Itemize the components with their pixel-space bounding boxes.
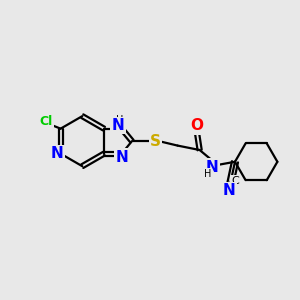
Text: H: H — [116, 116, 124, 125]
Text: N: N — [223, 183, 236, 198]
Text: O: O — [190, 118, 203, 134]
Text: N: N — [115, 150, 128, 165]
Text: N: N — [51, 146, 63, 161]
Text: S: S — [150, 134, 161, 149]
Text: Cl: Cl — [39, 115, 52, 128]
Text: N: N — [206, 160, 218, 175]
Text: H: H — [204, 169, 211, 178]
Text: C: C — [231, 176, 239, 186]
Text: N: N — [112, 118, 124, 133]
